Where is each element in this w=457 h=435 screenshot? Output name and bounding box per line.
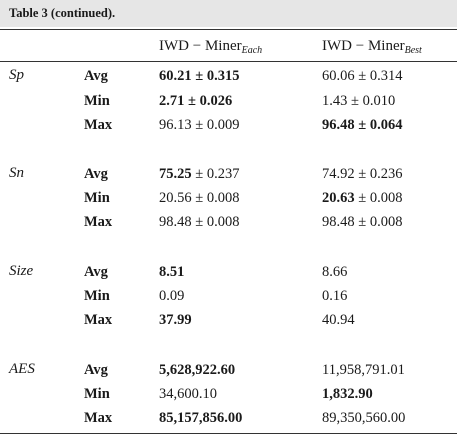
bottom-rule xyxy=(0,433,457,434)
metric-label: AES xyxy=(9,361,35,377)
value-best: 89,350,560.00 xyxy=(322,410,406,426)
stat-label: Min xyxy=(84,190,110,206)
value-each: 2.71 ± 0.026 xyxy=(159,93,233,109)
value-best: 0.16 xyxy=(322,288,348,304)
stat-label: Min xyxy=(84,93,110,109)
stat-label: Max xyxy=(84,117,113,133)
column-header-best-subscript: Best xyxy=(404,45,422,56)
stat-label: Avg xyxy=(84,166,108,182)
value-each-emphasis: 75.25 xyxy=(159,166,192,182)
stat-label: Avg xyxy=(84,68,108,84)
metric-label: Sn xyxy=(9,165,24,181)
column-header-each-text: IWD − Miner xyxy=(159,38,242,54)
value-best-rest: ± 0.008 xyxy=(354,190,403,206)
value-best: 40.94 xyxy=(322,312,355,328)
column-header-each-subscript: Each xyxy=(241,45,263,56)
value-each: 60.21 ± 0.315 xyxy=(159,68,240,84)
value-each: 0.09 xyxy=(159,288,185,304)
stat-label: Min xyxy=(84,288,110,304)
value-best: 8.66 xyxy=(322,264,348,280)
column-header-best-text: IWD − Miner xyxy=(322,38,405,54)
value-each: 75.25 ± 0.237 xyxy=(159,166,239,183)
value-best: 60.06 ± 0.314 xyxy=(322,68,403,84)
value-each-rest: ± 0.237 xyxy=(191,166,240,182)
value-each: 96.13 ± 0.009 xyxy=(159,117,240,133)
metric-label: Size xyxy=(9,263,34,279)
value-best: 11,958,791.01 xyxy=(322,362,405,378)
value-each: 37.99 xyxy=(159,312,192,328)
column-header-best: IWD − MinerBest xyxy=(322,38,422,56)
value-best: 96.48 ± 0.064 xyxy=(322,117,403,133)
column-header-each: IWD − MinerEach xyxy=(159,38,262,56)
value-each: 98.48 ± 0.008 xyxy=(159,214,240,230)
value-best: 1,832.90 xyxy=(322,386,373,402)
stat-label: Min xyxy=(84,386,110,402)
value-each: 20.56 ± 0.008 xyxy=(159,190,240,206)
top-rule xyxy=(0,29,457,30)
value-best: 74.92 ± 0.236 xyxy=(322,166,403,182)
stat-label: Avg xyxy=(84,264,108,280)
metric-label: Sp xyxy=(9,67,24,83)
table-caption-bar xyxy=(0,0,457,27)
stat-label: Max xyxy=(84,312,113,328)
value-each: 8.51 xyxy=(159,264,185,280)
stat-label: Max xyxy=(84,410,113,426)
value-each: 5,628,922.60 xyxy=(159,362,236,378)
stat-label: Max xyxy=(84,214,113,230)
value-each: 85,157,856.00 xyxy=(159,410,243,426)
stat-label: Avg xyxy=(84,362,108,378)
header-rule xyxy=(0,61,457,62)
table-caption: Table 3 (continued). xyxy=(9,6,116,20)
value-best: 1.43 ± 0.010 xyxy=(322,93,396,109)
value-best-emphasis: 20.63 xyxy=(322,190,355,206)
value-best: 20.63 ± 0.008 xyxy=(322,190,402,207)
value-each: 34,600.10 xyxy=(159,386,217,402)
value-best: 98.48 ± 0.008 xyxy=(322,214,403,230)
